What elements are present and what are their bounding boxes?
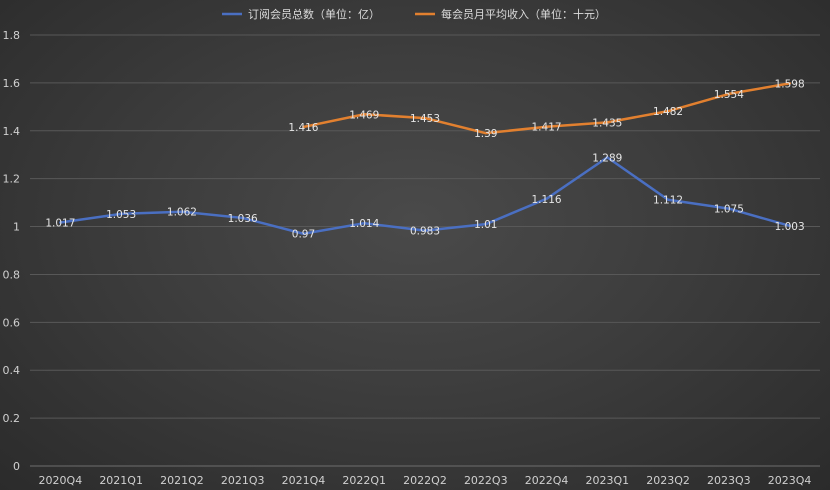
y-tick-label: 0.6 [3, 316, 21, 329]
x-tick-label: 2021Q3 [221, 474, 265, 487]
data-point-series-1 [606, 156, 609, 159]
y-tick-label: 0 [13, 460, 20, 473]
data-point-series-1 [302, 232, 305, 235]
data-label: 1.435 [592, 117, 622, 129]
data-point-series-2 [727, 92, 731, 96]
x-tick-label: 2023Q3 [707, 474, 751, 487]
data-point-series-1 [727, 207, 731, 210]
data-point-series-1 [241, 216, 244, 220]
data-point-series-2 [666, 109, 670, 113]
data-point-series-1 [363, 222, 366, 225]
y-tick-label: 1 [13, 221, 20, 234]
data-label: 1.01 [474, 219, 497, 231]
legend-label: 每会员月平均收入（单位：十元） [441, 7, 606, 21]
data-label: 1.482 [653, 106, 683, 118]
data-label: 1.053 [106, 209, 136, 221]
data-label: 1.598 [775, 78, 805, 90]
data-point-series-1 [788, 224, 791, 228]
y-tick-label: 0.4 [3, 364, 21, 377]
data-label: 0.983 [410, 226, 440, 238]
data-point-series-1 [180, 210, 184, 213]
legend-label: 订阅会员总数（单位：亿） [248, 7, 380, 21]
data-point-series-2 [788, 82, 791, 85]
data-label: 1.453 [410, 113, 440, 125]
x-tick-label: 2022Q3 [464, 474, 508, 487]
data-label: 1.062 [167, 207, 197, 219]
data-point-series-2 [484, 131, 487, 135]
data-point-series-2 [423, 116, 427, 120]
data-label: 1.112 [653, 195, 683, 207]
data-point-series-2 [302, 125, 305, 129]
data-point-series-2 [606, 121, 609, 124]
data-point-series-1 [59, 221, 62, 224]
data-label: 1.014 [349, 218, 379, 230]
data-point-series-1 [423, 229, 427, 232]
data-label: 1.017 [45, 217, 75, 229]
x-tick-label: 2023Q1 [585, 474, 629, 487]
data-point-series-1 [484, 222, 487, 226]
data-label: 1.417 [532, 122, 562, 134]
data-label: 1.289 [592, 152, 622, 164]
y-tick-label: 1.4 [3, 125, 21, 138]
x-tick-label: 2022Q2 [403, 474, 447, 487]
data-point-series-1 [119, 212, 123, 216]
data-label: 1.003 [775, 221, 805, 233]
x-tick-label: 2023Q2 [646, 474, 690, 487]
data-label: 0.97 [292, 229, 315, 241]
data-label: 1.39 [474, 128, 497, 140]
data-label: 1.469 [349, 109, 379, 121]
y-tick-label: 1.2 [3, 173, 21, 186]
data-label: 1.075 [714, 204, 744, 216]
x-tick-label: 2021Q4 [282, 474, 326, 487]
y-tick-label: 0.8 [3, 268, 21, 281]
data-point-series-1 [545, 197, 548, 200]
data-point-series-2 [363, 113, 366, 116]
y-tick-label: 1.6 [3, 77, 21, 90]
y-tick-label: 1.8 [3, 29, 21, 42]
data-point-series-2 [545, 125, 548, 128]
x-tick-label: 2022Q1 [342, 474, 386, 487]
x-tick-label: 2020Q4 [39, 474, 83, 487]
data-label: 1.116 [532, 194, 562, 206]
x-tick-label: 2023Q4 [768, 474, 812, 487]
y-tick-label: 0.2 [3, 412, 21, 425]
x-tick-label: 2021Q1 [99, 474, 143, 487]
x-tick-label: 2022Q4 [525, 474, 569, 487]
data-label: 1.036 [228, 213, 258, 225]
data-point-series-1 [666, 198, 670, 201]
data-label: 1.554 [714, 89, 744, 101]
data-label: 1.416 [288, 122, 318, 134]
x-tick-label: 2021Q2 [160, 474, 204, 487]
